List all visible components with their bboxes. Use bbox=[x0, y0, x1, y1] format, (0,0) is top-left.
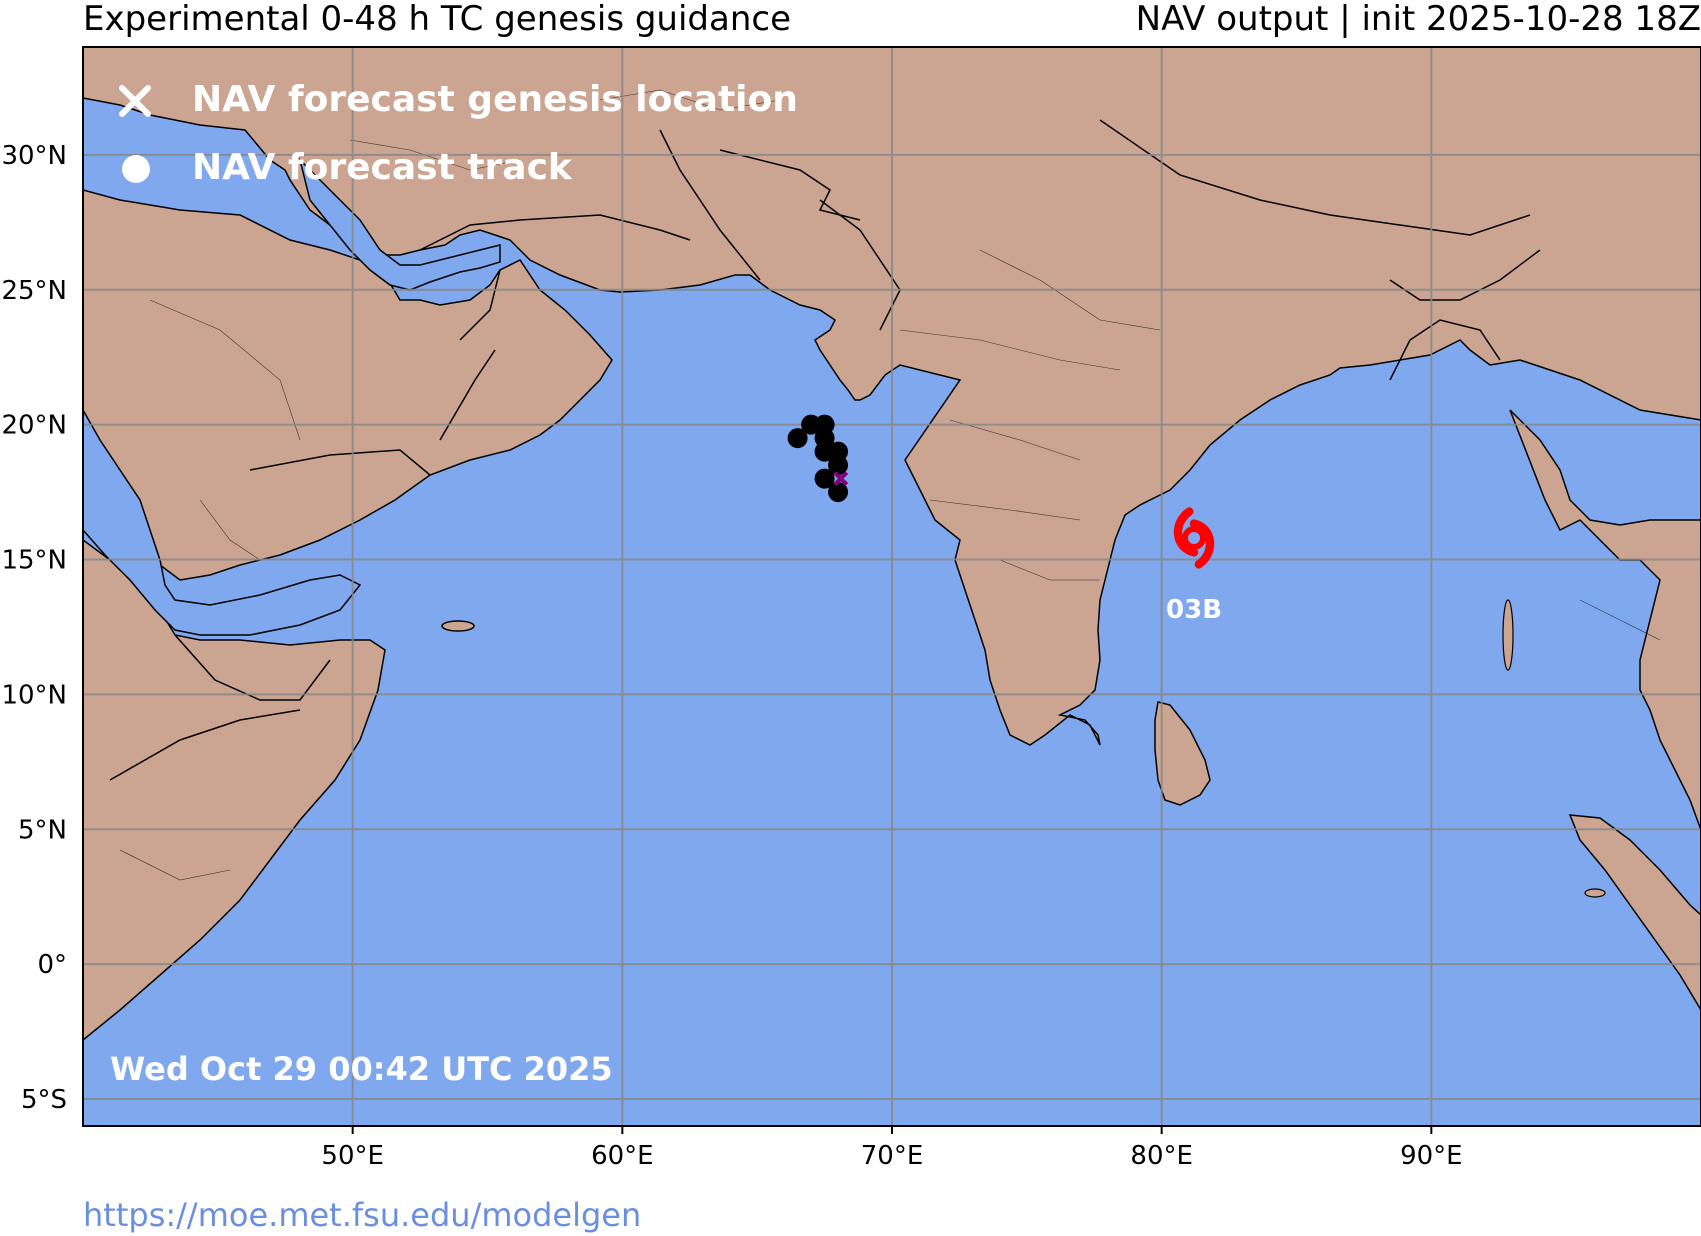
legend: NAV forecast genesis location NAV foreca… bbox=[119, 79, 798, 188]
land-socotra bbox=[441, 620, 475, 632]
tropical-storm-icon bbox=[1173, 507, 1215, 569]
lon-tick-label: 80°E bbox=[1130, 1141, 1193, 1171]
land-asia-north bbox=[83, 47, 1701, 746]
source-url[interactable]: https://moe.met.fsu.edu/modelgen bbox=[83, 1196, 642, 1234]
land-sumatra bbox=[1568, 814, 1701, 1012]
storm-eye bbox=[1182, 525, 1207, 550]
title-right: NAV output | init 2025-10-28 18Z bbox=[1135, 0, 1701, 39]
land-se-asia bbox=[1509, 409, 1701, 831]
lon-tick-label: 50°E bbox=[321, 1141, 384, 1171]
lat-tick-label: 10°N bbox=[1, 680, 67, 710]
graticule bbox=[83, 47, 1701, 1126]
lat-tick-label: 5°S bbox=[21, 1085, 67, 1115]
title-left: Experimental 0-48 h TC genesis guidance bbox=[83, 0, 791, 39]
lon-tick-labels: 50°E 60°E 70°E 80°E 90°E bbox=[321, 1126, 1463, 1171]
track-point bbox=[814, 468, 835, 489]
land-layer bbox=[83, 47, 1701, 1041]
track-dot-icon bbox=[122, 155, 150, 183]
water-red-sea bbox=[83, 408, 362, 636]
track-point bbox=[828, 482, 849, 503]
lat-tick-label: 30°N bbox=[1, 141, 67, 171]
storm-label: 03B bbox=[1166, 595, 1222, 625]
track-point bbox=[787, 428, 808, 449]
storm-marker: 03B bbox=[1166, 507, 1222, 625]
legend-track-label: NAV forecast track bbox=[192, 147, 573, 188]
land-sri-lanka bbox=[1154, 701, 1211, 806]
lat-tick-label: 15°N bbox=[1, 546, 67, 576]
lat-tick-label: 20°N bbox=[1, 411, 67, 441]
forecast-track bbox=[787, 414, 849, 503]
lat-tick-label: 0° bbox=[37, 950, 67, 980]
genesis-marker bbox=[833, 471, 849, 487]
land-andaman bbox=[1502, 599, 1514, 671]
province-borders bbox=[119, 89, 1661, 881]
timestamp: Wed Oct 29 00:42 UTC 2025 bbox=[110, 1050, 613, 1088]
water-persian-gulf bbox=[298, 157, 501, 291]
lon-tick-label: 60°E bbox=[591, 1141, 654, 1171]
land-simeulue bbox=[1584, 888, 1606, 898]
genesis-x-icon bbox=[119, 85, 151, 117]
lon-tick-label: 90°E bbox=[1400, 1141, 1463, 1171]
legend-genesis-label: NAV forecast genesis location bbox=[192, 79, 798, 120]
track-point bbox=[828, 455, 849, 476]
lon-tick-label: 70°E bbox=[861, 1141, 924, 1171]
lat-tick-labels: 30°N 25°N 20°N 15°N 10°N 5°N 0° 5°S bbox=[1, 141, 67, 1115]
lat-tick-label: 5°N bbox=[18, 815, 67, 845]
lat-tick-label: 25°N bbox=[1, 276, 67, 306]
country-borders bbox=[109, 119, 1541, 781]
